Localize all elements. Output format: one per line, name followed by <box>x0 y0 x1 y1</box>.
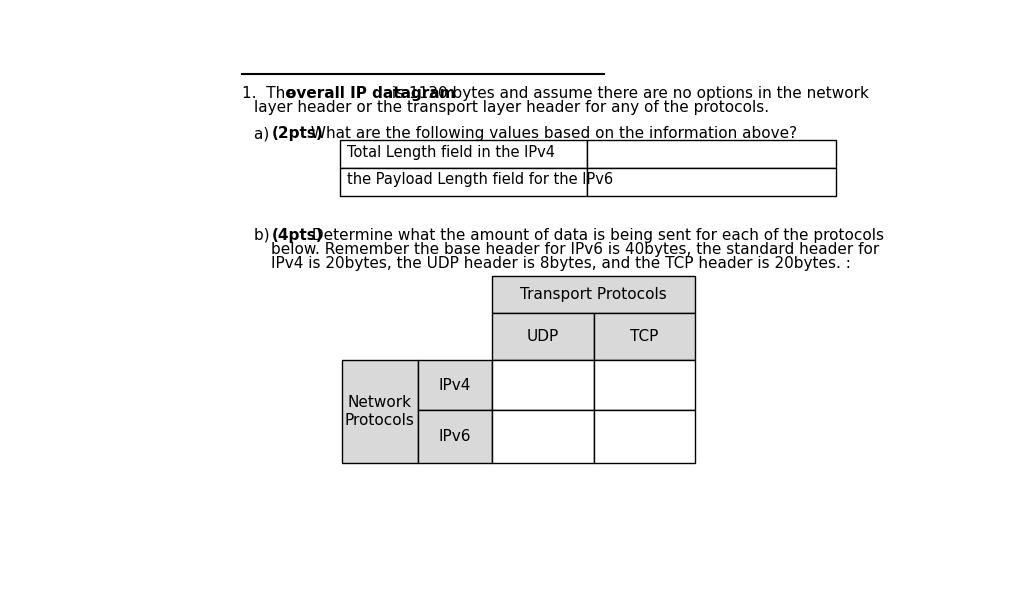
Text: b): b) <box>254 228 280 243</box>
Text: IPv6: IPv6 <box>439 429 471 444</box>
Text: below. Remember the base header for IPv6 is 40bytes, the standard header for: below. Remember the base header for IPv6… <box>272 242 880 257</box>
Text: What are the following values based on the information above?: What are the following values based on t… <box>305 126 797 141</box>
Text: Total Length field in the IPv4: Total Length field in the IPv4 <box>346 145 555 160</box>
Bar <box>340 140 586 168</box>
Text: Network
Protocols: Network Protocols <box>345 395 415 428</box>
Text: a): a) <box>254 126 279 141</box>
Bar <box>593 411 694 463</box>
Bar <box>593 313 694 360</box>
Text: (4pts): (4pts) <box>272 228 323 243</box>
Bar <box>492 313 593 360</box>
Text: TCP: TCP <box>630 329 659 344</box>
Bar <box>492 411 593 463</box>
Text: Transport Protocols: Transport Protocols <box>519 287 667 301</box>
Bar <box>340 168 586 195</box>
Text: is 1130 bytes and assume there are no options in the network: is 1130 bytes and assume there are no op… <box>387 86 868 101</box>
Text: Determine what the amount of data is being sent for each of the protocols: Determine what the amount of data is bei… <box>307 228 884 243</box>
Bar <box>417 360 492 411</box>
Text: 1.  The: 1. The <box>242 86 299 101</box>
Text: the Payload Length field for the IPv6: the Payload Length field for the IPv6 <box>346 172 613 188</box>
Text: IPv4 is 20bytes, the UDP header is 8bytes, and the TCP header is 20bytes. :: IPv4 is 20bytes, the UDP header is 8byte… <box>272 255 851 271</box>
Text: UDP: UDP <box>526 329 559 344</box>
Text: IPv4: IPv4 <box>439 378 471 393</box>
Bar <box>342 360 417 463</box>
Bar <box>586 140 837 168</box>
Bar <box>492 276 694 313</box>
Text: (2pts): (2pts) <box>272 126 323 141</box>
Bar <box>593 360 694 411</box>
Text: layer header or the transport layer header for any of the protocols.: layer header or the transport layer head… <box>254 100 770 115</box>
Text: overall IP datagram: overall IP datagram <box>286 86 456 101</box>
Bar <box>417 411 492 463</box>
Bar <box>492 360 593 411</box>
Bar <box>586 168 837 195</box>
